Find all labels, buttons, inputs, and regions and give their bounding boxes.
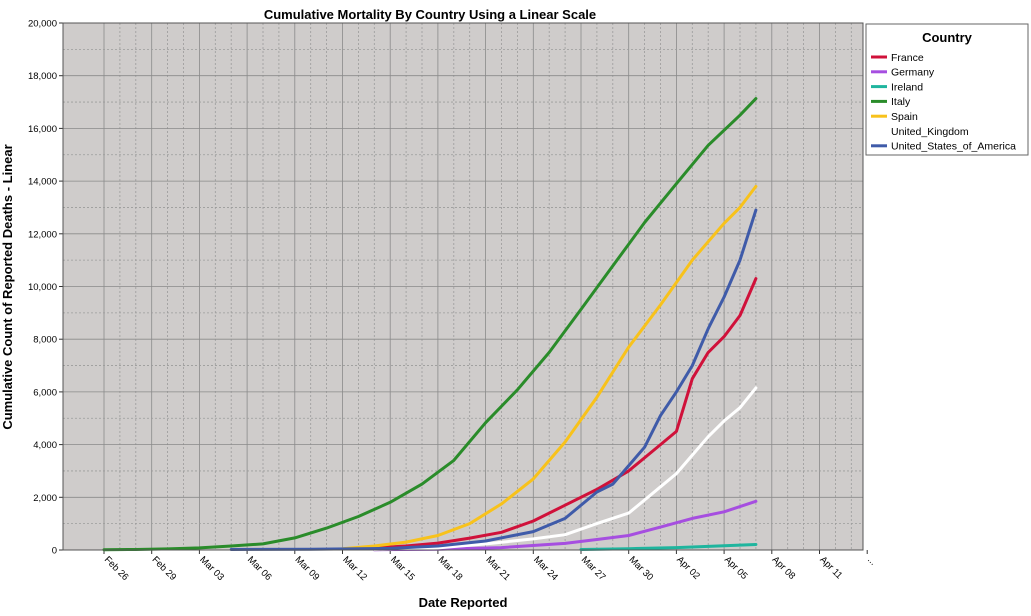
chart-title: Cumulative Mortality By Country Using a … bbox=[264, 7, 596, 22]
y-tick-label: 14,000 bbox=[28, 177, 57, 188]
y-tick-label: 2,000 bbox=[33, 493, 57, 504]
y-axis: 0 2,000 4,000 6,000 8,000 10,000 12,000 14,000 1… bbox=[28, 19, 63, 557]
y-tick-label: 8,000 bbox=[33, 335, 57, 346]
x-tick-label: Mar 18 bbox=[436, 554, 465, 583]
y-tick-label: 16,000 bbox=[28, 124, 57, 135]
x-tick-label: Apr 02 bbox=[674, 554, 702, 582]
y-tick-label: 18,000 bbox=[28, 71, 57, 82]
x-tick-label: Mar 15 bbox=[388, 554, 417, 583]
y-tick-label: 20,000 bbox=[28, 19, 57, 30]
series-line-united-states-of-america bbox=[229, 208, 758, 551]
plot-border bbox=[62, 22, 864, 551]
x-axis: Feb 26 Feb 29 Mar 03 Mar 06 Mar 09 Mar 12 Mar … bbox=[102, 550, 878, 583]
series-line-spain bbox=[341, 184, 758, 551]
legend-label: Ireland bbox=[891, 81, 923, 93]
x-tick-label: Mar 27 bbox=[579, 554, 608, 583]
y-tick-label: 4,000 bbox=[33, 440, 57, 451]
y-tick-label: 12,000 bbox=[28, 229, 57, 240]
x-tick-label: Apr 11 bbox=[817, 554, 844, 581]
series-lines bbox=[102, 97, 758, 552]
x-tick-label: Mar 03 bbox=[197, 554, 226, 583]
x-tick-label: Mar 12 bbox=[340, 554, 369, 583]
legend-items: France Germany Ireland Italy Spain United_Kin… bbox=[871, 52, 1016, 153]
x-tick-label: ... bbox=[865, 554, 878, 567]
legend: Country France Germany Ireland Italy Spain Un… bbox=[865, 23, 1029, 156]
series-line-france bbox=[372, 277, 758, 550]
series-line-ireland bbox=[579, 543, 758, 551]
x-tick-label: Mar 09 bbox=[293, 554, 322, 583]
legend-label: Spain bbox=[891, 111, 918, 123]
legend-label: Germany bbox=[891, 67, 935, 79]
x-tick-label: Apr 08 bbox=[770, 554, 798, 582]
legend-label: Italy bbox=[891, 96, 911, 108]
y-tick-label: 10,000 bbox=[28, 282, 57, 293]
x-tick-label: Apr 05 bbox=[722, 554, 750, 582]
legend-label: France bbox=[891, 52, 924, 64]
legend-title: Country bbox=[922, 30, 973, 45]
x-tick-label: Feb 29 bbox=[150, 554, 179, 583]
legend-label: United_States_of_America bbox=[891, 141, 1016, 153]
x-tick-label: Mar 21 bbox=[483, 554, 512, 583]
grid-lines bbox=[63, 22, 863, 551]
series-line-germany bbox=[372, 499, 758, 552]
legend-box bbox=[865, 23, 1029, 156]
x-tick-label: Mar 24 bbox=[531, 554, 560, 583]
x-axis-label: Date Reported bbox=[419, 595, 508, 610]
y-tick-label: 0 bbox=[52, 546, 57, 557]
legend-label: United_Kingdom bbox=[891, 126, 969, 138]
y-tick-label: 6,000 bbox=[33, 387, 57, 398]
x-tick-label: Mar 30 bbox=[627, 554, 656, 583]
x-tick-label: Feb 26 bbox=[102, 554, 131, 583]
series-line-united-kingdom bbox=[372, 386, 758, 551]
series-line-italy bbox=[102, 97, 758, 552]
y-axis-label: Cumulative Count of Reported Deaths - Li… bbox=[0, 144, 15, 429]
x-tick-label: Mar 06 bbox=[245, 554, 274, 583]
